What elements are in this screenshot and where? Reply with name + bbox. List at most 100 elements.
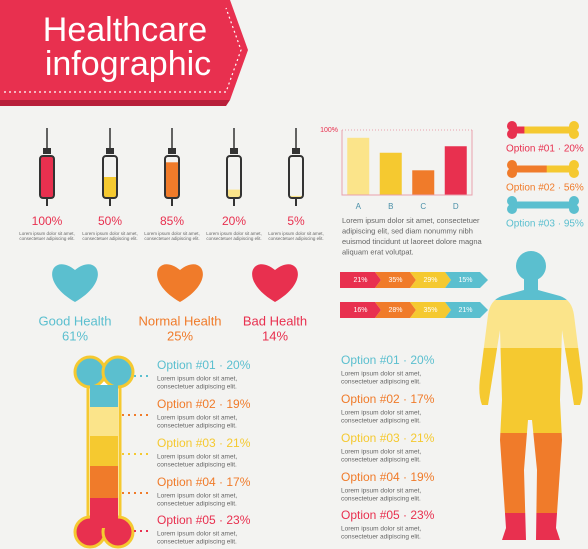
syringe-label: 100% <box>32 214 63 228</box>
bone-segment <box>90 385 118 407</box>
syringe-label: 50% <box>98 214 122 228</box>
caption: consectetuer adipiscing elit. <box>341 379 421 386</box>
option: Option #01 · 20% <box>157 358 251 372</box>
caption: Lorem ipsum dolor sit amet, <box>341 526 421 533</box>
body-band <box>479 348 583 433</box>
bone-knob <box>507 129 517 139</box>
caption: Lorem ipsum dolor sit amet, <box>341 410 421 417</box>
bone-knob <box>73 355 107 389</box>
syringe-fill <box>40 156 54 198</box>
caption: consectetuer adipiscing elit. <box>206 236 261 241</box>
option: Option #04 · 17% <box>157 475 251 489</box>
body-band <box>479 513 583 540</box>
caption: Lorem ipsum dolor sit amet, <box>206 231 262 236</box>
caption: Lorem ipsum dolor sit amet, <box>144 231 200 236</box>
x-tick-label: D <box>453 202 459 211</box>
heart <box>157 264 203 302</box>
caption: Lorem ipsum dolor sit amet, <box>19 231 75 236</box>
bone-shaft <box>512 126 574 134</box>
caption: Lorem ipsum dolor sit amet, <box>157 493 237 500</box>
bone-shaft <box>512 201 571 209</box>
bone-option: Option #02 · 56% <box>506 183 584 194</box>
paragraph: euismod tincidunt ut laoreet dolore magn… <box>342 237 482 246</box>
bone-segment <box>90 436 118 466</box>
caption: consectetuer adipiscing elit. <box>19 236 74 241</box>
caption: consectetuer adipiscing elit. <box>144 236 199 241</box>
bone-knob <box>507 196 517 206</box>
caption: consectetuer adipiscing elit. <box>82 236 137 241</box>
heart-label: Good Health <box>39 313 112 328</box>
axis <box>341 130 473 196</box>
bone-knob <box>569 121 579 131</box>
bar <box>412 170 435 195</box>
option: Option #02 · 17% <box>341 392 435 406</box>
bone-segment <box>90 407 118 436</box>
plunger <box>168 148 176 154</box>
plunger <box>292 148 300 154</box>
caption: Lorem ipsum dolor sit amet, <box>157 531 237 538</box>
arrow-segment <box>410 302 451 318</box>
bone-option: Option #03 · 95% <box>506 219 584 230</box>
banner-shadow <box>0 100 230 106</box>
arrow-segment <box>340 272 381 288</box>
caption: consectetuer adipiscing elit. <box>157 539 237 546</box>
heart-value: 25% <box>167 328 193 343</box>
caption: consectetuer adipiscing elit. <box>341 418 421 425</box>
arrow-segment <box>445 272 488 288</box>
human-body <box>479 251 583 540</box>
bone-knob <box>507 160 517 170</box>
plunger <box>106 148 114 154</box>
syringe-fill <box>227 189 241 198</box>
caption: consectetuer adipiscing elit. <box>157 501 237 508</box>
content: 100%Lorem ipsum dolor sit amet,consectet… <box>19 121 584 549</box>
x-tick-label: C <box>420 202 426 211</box>
caption: consectetuer adipiscing elit. <box>341 534 421 541</box>
bone-knob <box>569 129 579 139</box>
syringe-fill <box>289 195 303 198</box>
caption: Lorem ipsum dolor sit amet, <box>341 449 421 456</box>
body-band <box>479 300 583 348</box>
bone-shaft <box>512 126 525 134</box>
plunger <box>230 148 238 154</box>
caption: consectetuer adipiscing elit. <box>157 462 237 469</box>
body-band <box>479 251 583 300</box>
header: Healthcare infographic <box>0 0 248 106</box>
bone-shaft <box>512 165 547 173</box>
arrow-segment <box>375 272 416 288</box>
caption: consectetuer adipiscing elit. <box>157 423 237 430</box>
y-tick-label: 100% <box>320 127 338 134</box>
option: Option #04 · 19% <box>341 470 435 484</box>
heart <box>252 264 298 302</box>
arrow-label: 35% <box>388 277 402 284</box>
bone-knob <box>569 196 579 206</box>
bone-knob <box>507 168 517 178</box>
caption: consectetuer adipiscing elit. <box>268 236 323 241</box>
bone-segment <box>90 498 118 528</box>
syringe-label: 85% <box>160 214 184 228</box>
caption: consectetuer adipiscing elit. <box>341 457 421 464</box>
caption: consectetuer adipiscing elit. <box>157 384 237 391</box>
bone-segment <box>90 466 118 498</box>
arrow-segment <box>445 302 488 318</box>
bar <box>379 152 402 195</box>
arrow-label: 21% <box>353 277 367 284</box>
caption: consectetuer adipiscing elit. <box>341 496 421 503</box>
option: Option #05 · 23% <box>157 513 251 527</box>
heart-label: Normal Health <box>138 313 221 328</box>
syringe-fill <box>165 162 179 198</box>
bone-knob <box>569 168 579 178</box>
caption: Lorem ipsum dolor sit amet, <box>157 376 237 383</box>
arrow-segment <box>410 272 451 288</box>
arrow-label: 28% <box>388 307 402 314</box>
barrel <box>288 155 304 199</box>
body-band <box>479 433 583 513</box>
bone-knob <box>507 121 517 131</box>
heart-value: 14% <box>262 328 288 343</box>
x-tick-label: A <box>356 202 362 211</box>
option: Option #02 · 19% <box>157 397 251 411</box>
option: Option #03 · 21% <box>157 436 251 450</box>
bone-knob <box>507 204 517 214</box>
bone-knob <box>569 160 579 170</box>
arrow-label: 16% <box>353 307 367 314</box>
